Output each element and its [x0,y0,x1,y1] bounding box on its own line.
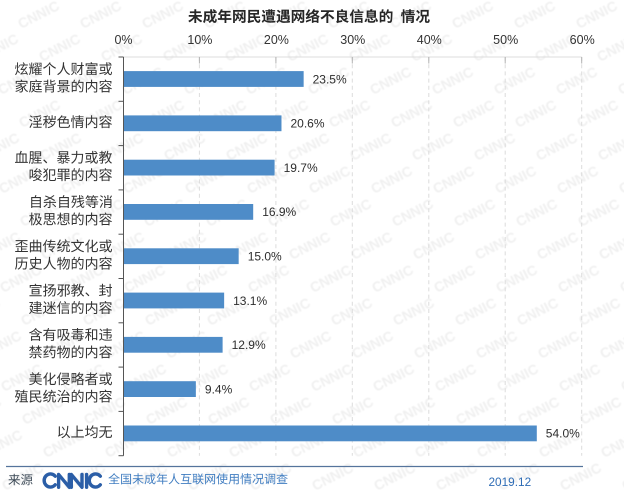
svg-text:2019.12: 2019.12 [489,475,532,489]
svg-text:50%: 50% [493,33,518,47]
svg-text:13.1%: 13.1% [233,294,267,308]
svg-text:23.5%: 23.5% [313,72,347,86]
svg-text:0%: 0% [114,33,132,47]
svg-text:15.0%: 15.0% [248,250,282,264]
svg-text:9.4%: 9.4% [205,382,233,396]
svg-text:20%: 20% [264,33,289,47]
svg-text:CNNIC: CNNIC [615,63,624,97]
svg-text:20.6%: 20.6% [291,117,325,131]
svg-text:30%: 30% [340,33,365,47]
svg-text:12.9%: 12.9% [232,338,266,352]
svg-text:16.9%: 16.9% [262,205,296,219]
svg-text:54.0%: 54.0% [546,427,580,441]
svg-text:CNNIC: CNNIC [616,162,624,196]
svg-text:19.7%: 19.7% [284,161,318,175]
svg-text:60%: 60% [570,33,595,47]
svg-text:10%: 10% [187,33,212,47]
svg-text:40%: 40% [417,33,442,47]
